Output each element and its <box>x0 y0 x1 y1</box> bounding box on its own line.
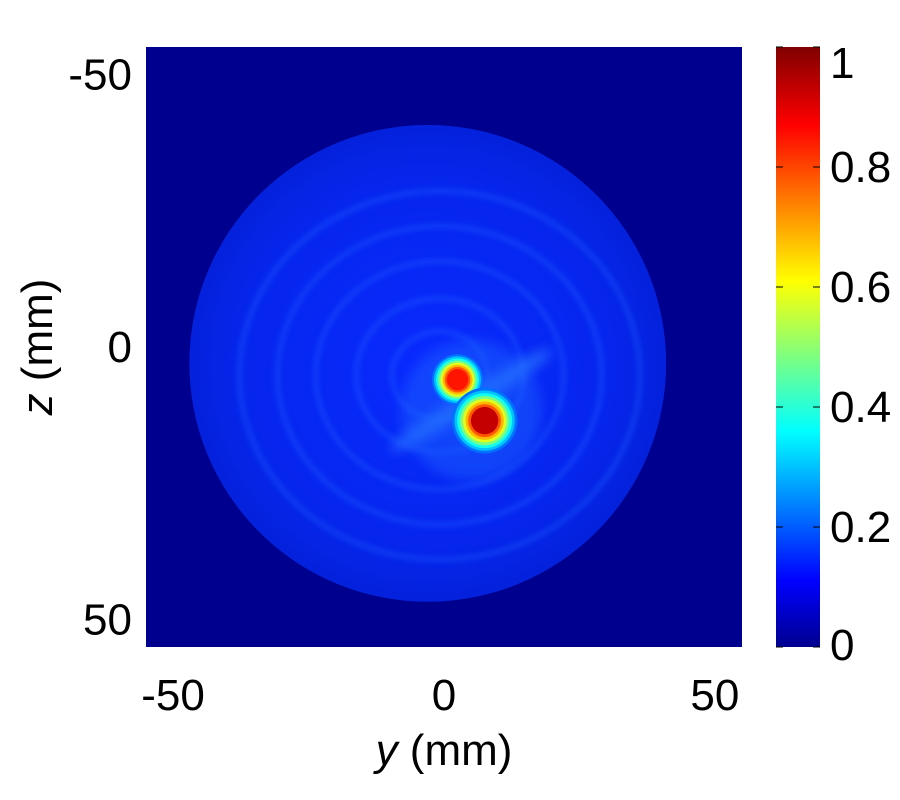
colorbar-tick-label: 0 <box>830 621 854 670</box>
colorbar-tick-label: 0.4 <box>830 383 891 432</box>
colorbar-tick-label: 1 <box>830 39 854 88</box>
x-tick-label: 50 <box>690 671 739 720</box>
y-axis-label: z (mm) <box>13 279 62 417</box>
x-tick-label: -50 <box>141 671 205 720</box>
x-axis-ticks: -50 0 50 <box>141 671 739 720</box>
y-tick-label: 0 <box>108 323 132 372</box>
y-axis-label-unit: (mm) <box>13 279 62 394</box>
hotspot-1 <box>431 354 484 406</box>
y-tick-label: -50 <box>68 50 132 99</box>
artifact-ring <box>237 189 642 562</box>
colorbar-tick-label: 0.2 <box>830 503 891 552</box>
colorbar-tick-label: 0.8 <box>830 143 891 192</box>
hotspot-level <box>470 406 499 435</box>
x-axis-label-unit: (mm) <box>398 726 513 775</box>
field-of-view <box>189 124 667 602</box>
y-axis-label-var: z <box>13 393 62 416</box>
colorbar-tick-label: 0.6 <box>830 263 891 312</box>
hotspots <box>431 354 518 454</box>
x-axis-label-var: y <box>373 726 401 775</box>
hotspot-level <box>446 369 469 391</box>
y-tick-label: 50 <box>83 596 132 645</box>
hotspot-2 <box>451 387 518 454</box>
artifact-ring <box>275 224 604 527</box>
colorbar-gradient <box>776 47 820 647</box>
colorbar: 0 0.2 0.4 0.6 0.8 1 <box>776 39 891 670</box>
x-tick-label: 0 <box>432 671 456 720</box>
artifact-ring <box>313 259 566 492</box>
x-axis-label: y (mm) <box>373 726 513 775</box>
plot-area <box>146 47 742 647</box>
colorbar-ticks: 0 0.2 0.4 0.6 0.8 1 <box>776 39 891 670</box>
y-axis-ticks: -50 0 50 <box>68 50 132 644</box>
